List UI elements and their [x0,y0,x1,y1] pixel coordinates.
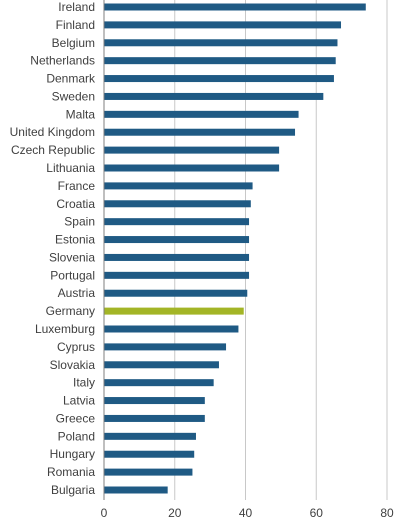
bar-belgium [104,39,338,47]
x-tick-label: 20 [168,506,182,520]
category-label: Slovenia [49,250,95,264]
category-label: Malta [66,107,96,121]
category-label: Portugal [50,268,95,282]
bar-spain [104,218,250,226]
x-tick-label: 60 [310,506,324,520]
category-label: Italy [73,376,95,390]
category-label: Denmark [46,72,96,86]
bar-germany [104,307,244,315]
bar-cyprus [104,343,227,351]
bar-denmark [104,75,334,83]
category-label: Latvia [63,394,95,408]
category-label: Netherlands [30,54,95,68]
category-label: Greece [56,411,96,425]
category-label: Croatia [56,197,95,211]
x-tick-labels: 0 20 40 60 80 [101,506,394,520]
category-label: Bulgaria [51,483,95,497]
bar-czech-republic [104,146,280,154]
bar-finland [104,21,342,29]
gridlines [174,0,388,500]
category-label: Hungary [50,447,95,461]
category-label: Finland [56,18,95,32]
category-label: Sweden [52,89,95,103]
bars [104,3,366,494]
bar-poland [104,432,196,440]
bar-bulgaria [104,486,168,494]
bar-lithuania [104,164,280,172]
bar-croatia [104,200,251,208]
bar-latvia [104,397,205,405]
bar-romania [104,468,193,476]
category-label: Cyprus [57,340,95,354]
bar-italy [104,379,214,387]
category-label: Belgium [52,36,95,50]
bar-slovakia [104,361,219,369]
bar-hungary [104,450,195,458]
category-label: Slovakia [50,358,96,372]
x-tick-label: 0 [101,506,108,520]
category-label: Germany [46,304,95,318]
category-labels: Ireland Finland Belgium Netherlands Denmark S… [10,0,96,497]
category-label: Lithuania [46,161,95,175]
bar-sweden [104,92,324,100]
bar-estonia [104,236,250,244]
category-label: Czech Republic [11,143,95,157]
bar-united-kingdom [104,128,296,136]
bar-portugal [104,271,250,279]
bar-austria [104,289,248,297]
category-label: Romania [47,465,95,479]
category-label: United Kingdom [10,125,95,139]
category-label: Luxemburg [35,322,95,336]
x-tick-label: 40 [239,506,253,520]
bar-netherlands [104,57,336,65]
bar-malta [104,110,299,118]
category-label: Ireland [58,0,95,14]
bar-ireland [104,3,366,11]
bar-slovenia [104,253,250,261]
bar-luxemburg [104,325,239,333]
category-label: France [58,179,96,193]
x-tick-label: 80 [380,506,394,520]
bar-greece [104,414,205,422]
bar-france [104,182,253,190]
category-label: Poland [58,429,95,443]
category-label: Spain [64,215,95,229]
category-label: Estonia [55,233,95,247]
category-label: Austria [58,286,96,300]
